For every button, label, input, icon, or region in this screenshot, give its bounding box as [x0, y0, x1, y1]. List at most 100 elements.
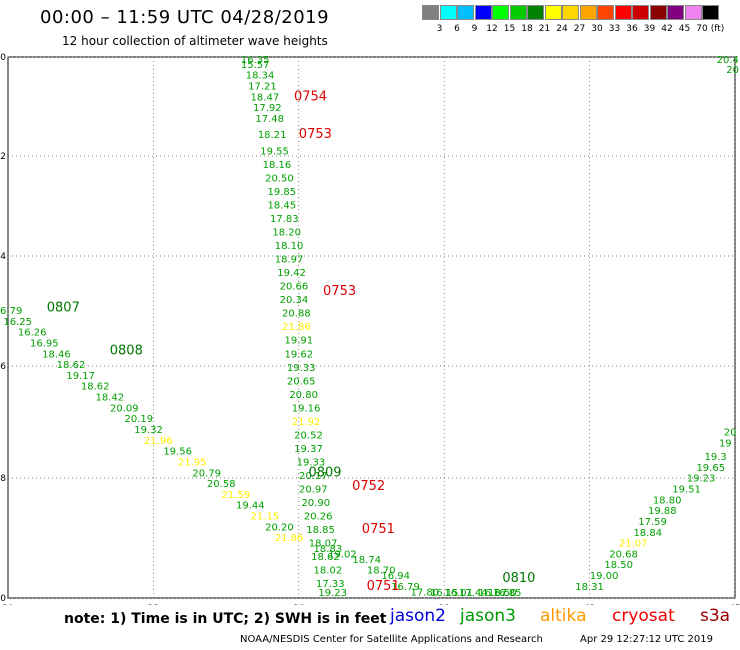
pass-time-label: 0754 [294, 89, 327, 104]
colorbar-label: 3 [436, 24, 443, 34]
plot-area: -50 -52 -54 -56 -58 -6030 33 36 39 42 45 16.3515.57… [0, 53, 740, 605]
colorbar-label: 27 [573, 24, 586, 34]
colorbar-unit: (ft) [710, 24, 725, 34]
data-point-label: 19.51 [672, 485, 701, 496]
data-point-label: 17.21 [248, 81, 277, 92]
data-point-label: 19.91 [284, 336, 313, 347]
colorbar-swatch [474, 5, 492, 20]
data-point-label: 18.31 [575, 582, 604, 593]
colorbar-label: 21 [538, 24, 551, 34]
data-point-label: 19.3 [704, 452, 726, 463]
data-point-label: 20.20 [265, 522, 294, 533]
data-point-label: 16.94 [381, 571, 410, 582]
y-tick-label: -56 [0, 362, 6, 372]
data-point-label: 18.34 [246, 71, 275, 82]
data-point-label: 19.62 [284, 349, 313, 360]
data-point-label: 16.79 [0, 306, 22, 317]
data-point-label: 18.62 [311, 552, 340, 563]
data-point-label: 18.97 [275, 255, 304, 266]
data-point-label: 15.57 [241, 60, 270, 71]
data-point-label: 18.74 [352, 555, 381, 566]
data-point-label: 21.95 [178, 457, 207, 468]
colorbar-label: 15 [503, 24, 516, 34]
data-point-label: 21.96 [144, 436, 173, 447]
data-point-label: 20.97 [299, 485, 328, 496]
legend-item-cryosat: cryosat [612, 606, 675, 626]
data-point-label: 20.26 [304, 512, 333, 523]
data-point-label: 20.66 [280, 282, 309, 293]
data-point-label: 18.85 [306, 525, 335, 536]
data-point-label: 20 [724, 428, 737, 439]
data-point-label: 19.32 [134, 425, 163, 436]
data-point-label: 20 [726, 65, 739, 76]
data-point-label: 17.48 [255, 114, 284, 125]
pass-time-label: 0751 [362, 522, 395, 537]
x-tick-label: 36 [293, 604, 305, 605]
credit-text: NOAA/NESDIS Center for Satellite Applica… [240, 634, 543, 645]
data-point-label: 19.44 [236, 501, 265, 512]
data-point-label: 16.01 [444, 588, 473, 599]
data-point-label: 18.70 [367, 566, 396, 577]
data-point-label: 17.80 [410, 587, 439, 598]
data-point-label: 19.23 [318, 588, 347, 599]
data-point-label: 19.56 [163, 447, 192, 458]
pass-time-label: 0752 [352, 479, 385, 494]
data-point-label: 16.67 [478, 588, 507, 599]
legend-item-s3a: s3a [700, 606, 731, 626]
data-point-label: 20.88 [282, 309, 311, 320]
data-point-label: 20.65 [287, 376, 316, 387]
data-point-label: 20.4 [717, 55, 739, 66]
data-point-label: 18.83 [314, 544, 343, 555]
colorbar-swatch [527, 5, 544, 20]
x-tick-label: 45 [729, 604, 740, 605]
data-point-label: 18.45 [268, 200, 297, 211]
data-point-label: 19.85 [268, 187, 297, 198]
y-tick-label: -54 [0, 252, 6, 262]
x-tick-label: 30 [2, 604, 14, 605]
data-point-label: 19.65 [696, 463, 725, 474]
timestamp-text: Apr 29 12:27:12 UTC 2019 [580, 634, 713, 645]
colorbar-swatch [457, 5, 474, 20]
data-point-label: 18.46 [42, 349, 71, 360]
data-point-label: 21.59 [221, 490, 250, 501]
data-point-label: 20.34 [280, 295, 309, 306]
colorbar-label: 30 [591, 24, 603, 34]
pass-time-label: 0809 [308, 465, 341, 480]
data-point-label: 21.15 [251, 512, 280, 523]
note-text: note: 1) Time is in UTC; 2) SWH is in fe… [64, 611, 387, 627]
colorbar-swatch [597, 5, 614, 20]
pass-time-label: 0807 [47, 300, 80, 315]
data-point-label: 18.50 [604, 560, 633, 571]
data-point-label: 17.59 [638, 517, 667, 528]
plot-frame [7, 56, 736, 599]
colorbar-label: 36 [626, 24, 638, 34]
data-point-label: 19.17 [66, 371, 95, 382]
chart-subtitle: 12 hour collection of altimeter wave hei… [62, 34, 328, 48]
data-point-label: 21.86 [282, 322, 311, 333]
data-point-label: 18.47 [251, 92, 280, 103]
colorbar-label: 18 [521, 24, 533, 34]
data-point-label: 19.55 [260, 146, 289, 157]
colorbar-swatch [422, 5, 439, 20]
data-point-label: 19.88 [648, 506, 677, 517]
colorbar-swatch [544, 5, 562, 20]
data-point-label: 17.83 [270, 214, 299, 225]
colorbar-swatch [702, 5, 719, 20]
data-point-label: 19.16 [292, 403, 321, 414]
y-tick-label: -52 [0, 152, 6, 162]
legend-item-altika: altika [540, 606, 587, 626]
data-point-label: 20.52 [294, 430, 323, 441]
data-point-label: 20.79 [192, 468, 221, 479]
colorbar-label: 39 [643, 24, 656, 34]
legend-item-jason2: jason2 [390, 606, 446, 626]
data-point-label: 20.50 [265, 173, 294, 184]
colorbar-swatch [562, 5, 579, 20]
data-point-label: 17.92 [253, 103, 282, 114]
data-point-label: 18.62 [57, 360, 86, 371]
x-tick-label: 42 [584, 604, 595, 605]
data-point-label: 20.80 [289, 390, 318, 401]
data-point-label: 16.35 [241, 55, 270, 66]
pass-time-label: 0810 [502, 571, 535, 586]
y-tick-label: -58 [0, 474, 6, 484]
data-point-label: 18.42 [95, 393, 124, 404]
